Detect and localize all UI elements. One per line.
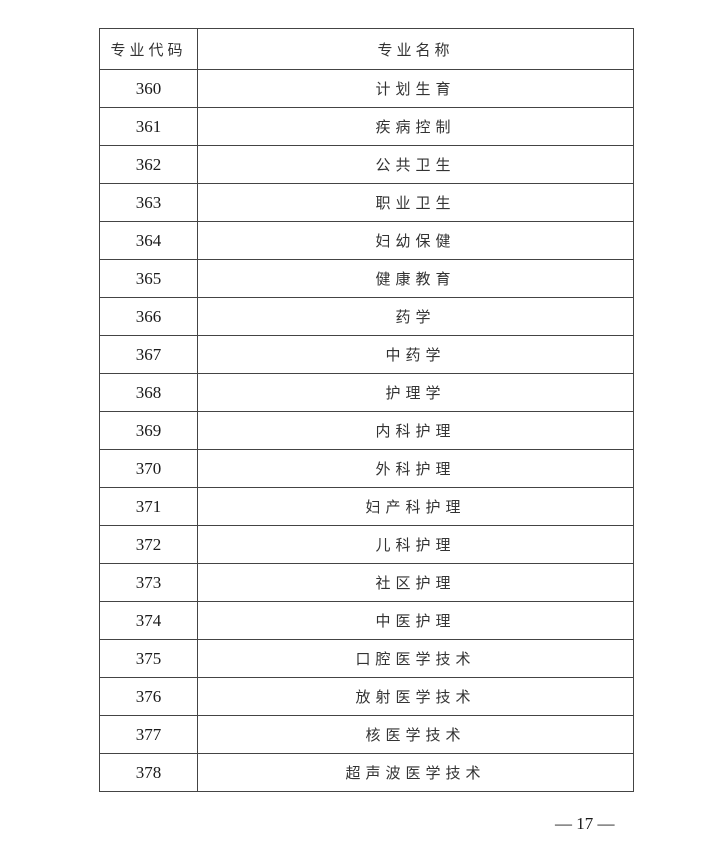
major-name: 社区护理	[197, 563, 634, 602]
major-code: 360	[99, 69, 198, 108]
header-name: 专业名称	[197, 28, 634, 70]
table-row: 360 计划生育	[99, 69, 634, 108]
major-code: 368	[99, 373, 198, 412]
major-code: 372	[99, 525, 198, 564]
major-name: 口腔医学技术	[197, 639, 634, 678]
major-code: 362	[99, 145, 198, 184]
table-body: 360 计划生育 361 疾病控制 362 公共卫生 363 职业卫生 364 妇幼保健 365 健康…	[99, 69, 634, 792]
table-row: 367 中药学	[99, 335, 634, 374]
majors-table: 专业代码 专业名称 360 计划生育 361 疾病控制 362 公共卫生 363 职业卫生 36…	[99, 28, 634, 792]
major-code: 363	[99, 183, 198, 222]
major-code: 376	[99, 677, 198, 716]
major-code: 375	[99, 639, 198, 678]
major-name: 妇幼保健	[197, 221, 634, 260]
table-row: 362 公共卫生	[99, 145, 634, 184]
major-name: 健康教育	[197, 259, 634, 298]
major-name: 内科护理	[197, 411, 634, 450]
major-code: 364	[99, 221, 198, 260]
major-code: 369	[99, 411, 198, 450]
table-row: 376 放射医学技术	[99, 677, 634, 716]
major-name: 药学	[197, 297, 634, 336]
table-row: 378 超声波医学技术	[99, 753, 634, 792]
major-name: 放射医学技术	[197, 677, 634, 716]
major-name: 核医学技术	[197, 715, 634, 754]
table-row: 361 疾病控制	[99, 107, 634, 146]
table-header-row: 专业代码 专业名称	[99, 28, 634, 70]
table-row: 369 内科护理	[99, 411, 634, 450]
table-row: 366 药学	[99, 297, 634, 336]
header-code: 专业代码	[99, 28, 198, 70]
major-name: 儿科护理	[197, 525, 634, 564]
major-code: 367	[99, 335, 198, 374]
major-name: 职业卫生	[197, 183, 634, 222]
table-row: 372 儿科护理	[99, 525, 634, 564]
major-name: 计划生育	[197, 69, 634, 108]
table-row: 377 核医学技术	[99, 715, 634, 754]
table-row: 374 中医护理	[99, 601, 634, 640]
major-code: 365	[99, 259, 198, 298]
table-row: 373 社区护理	[99, 563, 634, 602]
major-name: 中药学	[197, 335, 634, 374]
table-row: 365 健康教育	[99, 259, 634, 298]
major-code: 378	[99, 753, 198, 792]
major-name: 妇产科护理	[197, 487, 634, 526]
major-name: 超声波医学技术	[197, 753, 634, 792]
major-name: 中医护理	[197, 601, 634, 640]
major-name: 护理学	[197, 373, 634, 412]
major-code: 373	[99, 563, 198, 602]
major-name: 公共卫生	[197, 145, 634, 184]
major-code: 374	[99, 601, 198, 640]
table-row: 368 护理学	[99, 373, 634, 412]
major-code: 371	[99, 487, 198, 526]
major-name: 疾病控制	[197, 107, 634, 146]
table-row: 364 妇幼保健	[99, 221, 634, 260]
page-number: — 17 —	[555, 814, 615, 833]
table-row: 363 职业卫生	[99, 183, 634, 222]
major-code: 370	[99, 449, 198, 488]
table-row: 371 妇产科护理	[99, 487, 634, 526]
major-code: 377	[99, 715, 198, 754]
major-code: 361	[99, 107, 198, 146]
major-name: 外科护理	[197, 449, 634, 488]
major-code: 366	[99, 297, 198, 336]
table-row: 375 口腔医学技术	[99, 639, 634, 678]
table-row: 370 外科护理	[99, 449, 634, 488]
